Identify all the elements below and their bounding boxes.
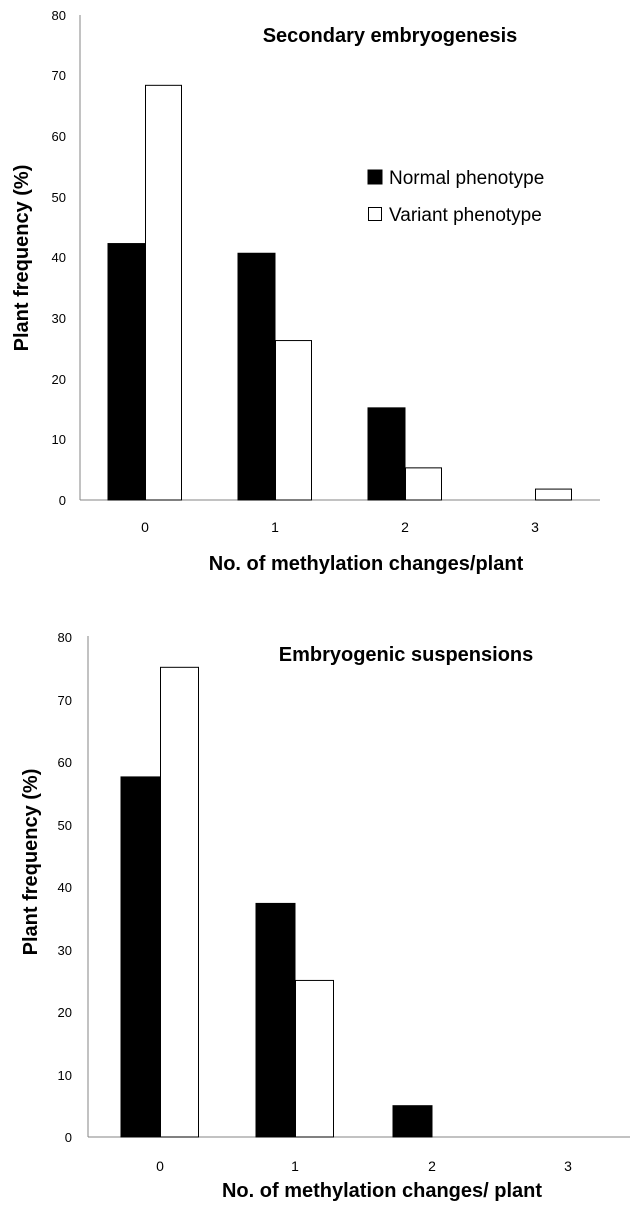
x-tick-label: 1 bbox=[291, 1158, 299, 1174]
y-tick-label: 20 bbox=[58, 1005, 72, 1020]
bar-normal-2 bbox=[367, 407, 406, 501]
bar-variant-0 bbox=[160, 666, 199, 1138]
y-tick-label: 60 bbox=[58, 755, 72, 770]
bar-variant-0 bbox=[145, 84, 182, 501]
bar-normal-0 bbox=[120, 776, 161, 1138]
y-tick-label: 0 bbox=[59, 493, 66, 508]
legend-label-normal: Normal phenotype bbox=[389, 168, 544, 189]
y-tick-label: 50 bbox=[52, 190, 66, 205]
y-tick-label: 40 bbox=[52, 250, 66, 265]
y-tick-label: 80 bbox=[52, 8, 66, 23]
bar-normal-2 bbox=[392, 1105, 433, 1138]
y-tick-label: 80 bbox=[58, 630, 72, 645]
chart-secondary-embryogenesis: Secondary embryogenesis Plant frequency … bbox=[11, 8, 600, 575]
bar-variant-1 bbox=[275, 340, 312, 501]
y-axis-title: Plant frequency (%) bbox=[20, 769, 42, 956]
y-tick-label: 0 bbox=[65, 1130, 72, 1145]
bar-normal-1 bbox=[255, 902, 296, 1138]
x-axis-title: No. of methylation changes/plant bbox=[209, 553, 524, 575]
x-tick-label: 1 bbox=[271, 519, 279, 535]
x-tick-label: 3 bbox=[531, 519, 539, 535]
bar-variant-2 bbox=[405, 467, 442, 501]
y-tick-label: 30 bbox=[52, 311, 66, 326]
bar-normal-1 bbox=[237, 252, 276, 501]
chart-title: Embryogenic suspensions bbox=[279, 644, 534, 666]
bar-variant-3 bbox=[535, 488, 572, 501]
chart-title: Secondary embryogenesis bbox=[263, 25, 518, 47]
y-axis-title: Plant frequency (%) bbox=[11, 165, 33, 352]
y-tick-label: 40 bbox=[58, 880, 72, 895]
y-tick-label: 50 bbox=[58, 818, 72, 833]
legend-swatch-variant bbox=[368, 207, 382, 221]
chart-embryogenic-suspensions: Embryogenic suspensions Plant frequency … bbox=[20, 630, 630, 1202]
y-tick-labels: 0 10 20 30 40 50 60 70 80 bbox=[58, 630, 72, 1145]
y-tick-label: 20 bbox=[52, 372, 66, 387]
x-tick-labels: 0 1 2 3 bbox=[156, 1158, 572, 1174]
y-tick-label: 30 bbox=[58, 943, 72, 958]
bars bbox=[107, 84, 572, 501]
legend: Normal phenotype Variant phenotype bbox=[367, 168, 544, 226]
y-tick-label: 60 bbox=[52, 129, 66, 144]
y-tick-label: 10 bbox=[58, 1068, 72, 1083]
bar-normal-0 bbox=[107, 243, 146, 501]
x-tick-label: 3 bbox=[564, 1158, 572, 1174]
legend-label-variant: Variant phenotype bbox=[389, 205, 542, 226]
y-tick-label: 70 bbox=[52, 68, 66, 83]
x-axis-title: No. of methylation changes/ plant bbox=[222, 1180, 542, 1202]
x-tick-label: 0 bbox=[141, 519, 149, 535]
y-tick-label: 10 bbox=[52, 432, 66, 447]
x-tick-labels: 0 1 2 3 bbox=[141, 519, 539, 535]
y-tick-label: 70 bbox=[58, 693, 72, 708]
y-tick-labels: 0 10 20 30 40 50 60 70 80 bbox=[52, 8, 66, 508]
bars bbox=[120, 666, 433, 1138]
x-tick-label: 2 bbox=[428, 1158, 436, 1174]
x-tick-label: 0 bbox=[156, 1158, 164, 1174]
x-tick-label: 2 bbox=[401, 519, 409, 535]
bar-variant-1 bbox=[295, 979, 334, 1138]
legend-swatch-normal bbox=[367, 169, 383, 185]
